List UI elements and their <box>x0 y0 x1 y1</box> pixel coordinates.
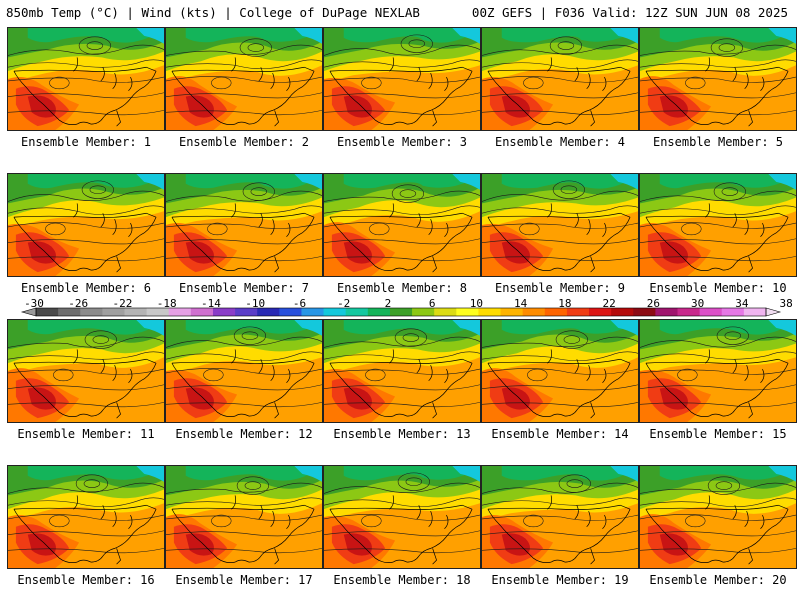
colorbar-swatch <box>522 308 546 316</box>
colorbar-swatch <box>80 308 103 316</box>
colorbar-swatch <box>500 308 524 316</box>
colorbar-swatch <box>190 308 214 316</box>
colorbar-tick-label: 18 <box>558 297 572 310</box>
ensemble-member-label: Ensemble Member: 6 <box>20 281 152 295</box>
colorbar-outline <box>35 307 767 317</box>
colorbar-swatch <box>102 308 125 316</box>
colorbar-swatch <box>235 308 258 316</box>
ensemble-member-label: Ensemble Member: 13 <box>333 427 471 441</box>
map-title: 850mb Temp (°C) | Wind (kts) | College o… <box>6 5 420 20</box>
colorbar-swatch <box>478 308 502 316</box>
colorbar-swatch <box>389 308 413 316</box>
ensemble-member-map <box>323 173 481 277</box>
colorbar-tick-label: 22 <box>602 297 616 310</box>
colorbar-swatch <box>544 308 568 316</box>
colorbar-swatch <box>434 308 457 316</box>
colorbar-swatch <box>611 308 634 316</box>
ensemble-member-label: Ensemble Member: 16 <box>17 573 155 587</box>
colorbar-swatch <box>146 308 170 316</box>
colorbar-swatch <box>124 308 148 316</box>
colorbar-tick-label: -18 <box>156 297 177 310</box>
ensemble-member-label: Ensemble Member: 5 <box>652 135 784 149</box>
colorbar-tick-label: 38 <box>779 297 793 310</box>
colorbar-swatch <box>323 308 347 316</box>
colorbar-swatch <box>412 308 435 316</box>
colorbar-max-arrow <box>765 307 782 317</box>
temperature-colorbar <box>20 307 782 317</box>
ensemble-member-label: Ensemble Member: 10 <box>649 281 787 295</box>
ensemble-member-label: Ensemble Member: 12 <box>175 427 313 441</box>
ensemble-member-map <box>481 173 639 277</box>
ensemble-member-map <box>7 465 165 569</box>
ensemble-member-label: Ensemble Member: 11 <box>17 427 155 441</box>
ensemble-member-map <box>639 465 797 569</box>
ensemble-member-label: Ensemble Member: 3 <box>336 135 468 149</box>
colorbar-swatch <box>743 308 767 316</box>
colorbar-swatch <box>633 308 656 316</box>
colorbar-swatch <box>721 308 745 316</box>
colorbar-tick-label: -14 <box>201 297 221 310</box>
colorbar-tick-label: -2 <box>337 297 351 310</box>
ensemble-member-map <box>165 27 323 131</box>
ensemble-member-label: Ensemble Member: 2 <box>178 135 310 149</box>
colorbar-tick-label: 6 <box>428 297 436 310</box>
ensemble-member-map <box>7 319 165 423</box>
colorbar-tick-label: 34 <box>735 297 749 310</box>
colorbar-swatch <box>279 308 302 316</box>
colorbar-tick-label: 26 <box>646 297 661 310</box>
colorbar-swatch <box>212 308 236 316</box>
ensemble-member-label: Ensemble Member: 15 <box>649 427 787 441</box>
colorbar-tick-label: 2 <box>384 297 392 310</box>
ensemble-member-map <box>165 465 323 569</box>
colorbar-tick-label: 30 <box>691 297 705 310</box>
ensemble-member-map <box>165 319 323 423</box>
ensemble-member-map <box>481 319 639 423</box>
ensemble-member-label: Ensemble Member: 18 <box>333 573 471 587</box>
colorbar-swatch <box>655 308 679 316</box>
ensemble-member-label: Ensemble Member: 9 <box>494 281 626 295</box>
ensemble-member-map <box>639 319 797 423</box>
colorbar-tick-label: -30 <box>24 297 44 310</box>
ensemble-member-label: Ensemble Member: 4 <box>494 135 626 149</box>
ensemble-member-map <box>639 27 797 131</box>
colorbar-swatch <box>58 308 81 316</box>
colorbar-swatch <box>699 308 723 316</box>
colorbar-swatch <box>566 308 590 316</box>
colorbar-swatch <box>168 308 192 316</box>
ensemble-member-map <box>7 173 165 277</box>
colorbar-swatch <box>677 308 701 316</box>
ensemble-member-label: Ensemble Member: 14 <box>491 427 629 441</box>
colorbar-swatch <box>345 308 369 316</box>
colorbar-tick-label: 10 <box>469 297 484 310</box>
ensemble-member-label: Ensemble Member: 17 <box>175 573 313 587</box>
ensemble-member-label: Ensemble Member: 20 <box>649 573 787 587</box>
colorbar-tick-label: 14 <box>514 297 528 310</box>
ensemble-member-map <box>7 27 165 131</box>
colorbar-swatch <box>456 308 479 316</box>
ensemble-member-map <box>165 173 323 277</box>
colorbar-tick-label: -10 <box>245 297 266 310</box>
ensemble-member-label: Ensemble Member: 1 <box>20 135 152 149</box>
ensemble-member-label: Ensemble Member: 7 <box>178 281 310 295</box>
colorbar-swatch <box>257 308 280 316</box>
colorbar-swatch <box>36 308 59 316</box>
colorbar-tick-label: -26 <box>68 297 89 310</box>
colorbar-swatch <box>367 308 391 316</box>
colorbar-swatch <box>301 308 325 316</box>
ensemble-member-map <box>323 27 481 131</box>
model-run-valid-time: 00Z GEFS | F036 Valid: 12Z SUN JUN 08 20… <box>471 5 788 20</box>
ensemble-member-label: Ensemble Member: 8 <box>336 281 468 295</box>
ensemble-member-map <box>323 319 481 423</box>
ensemble-member-map <box>481 27 639 131</box>
ensemble-member-map <box>639 173 797 277</box>
ensemble-member-label: Ensemble Member: 19 <box>491 573 629 587</box>
colorbar-swatch <box>589 308 612 316</box>
ensemble-member-map <box>323 465 481 569</box>
ensemble-member-map <box>481 465 639 569</box>
colorbar-tick-label: -22 <box>112 297 133 310</box>
colorbar-tick-label: -6 <box>292 297 307 310</box>
